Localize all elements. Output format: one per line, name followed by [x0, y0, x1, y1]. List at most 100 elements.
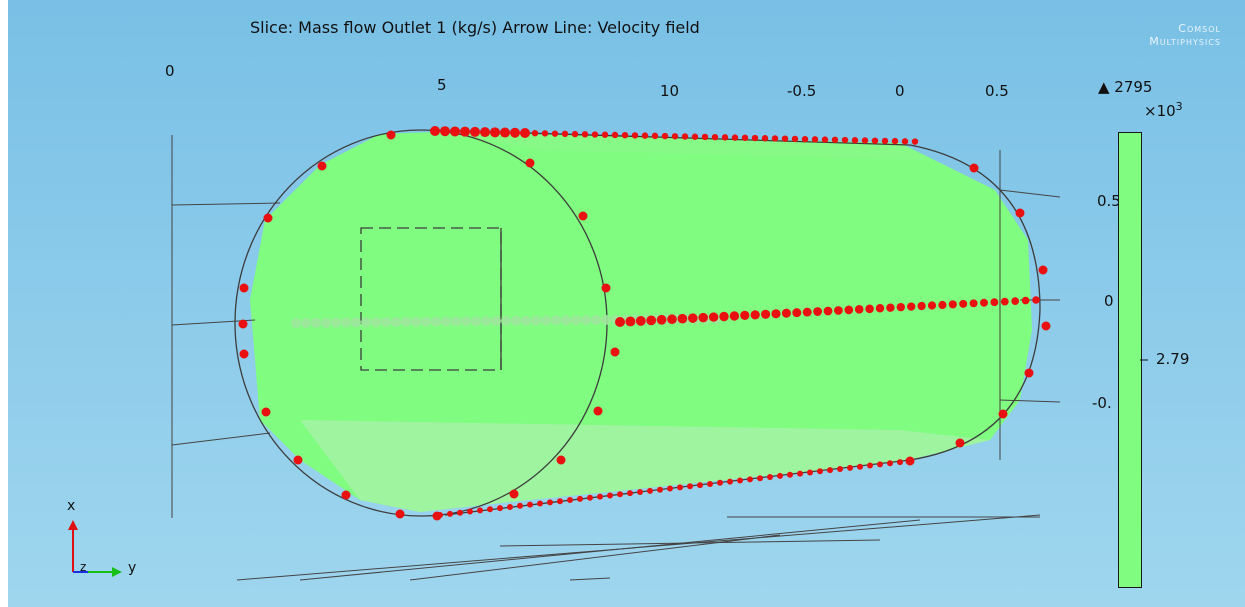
faint-arrow	[361, 317, 371, 328]
triad-z-label: z	[80, 560, 87, 574]
velocity-arrow	[571, 130, 579, 138]
velocity-arrow	[607, 492, 613, 499]
faint-arrow	[401, 316, 411, 327]
velocity-arrow	[601, 131, 609, 138]
velocity-arrow	[687, 483, 693, 490]
velocity-arrow	[802, 307, 812, 317]
velocity-arrow	[891, 137, 899, 145]
velocity-arrow	[801, 135, 809, 143]
velocity-arrow	[239, 349, 249, 359]
velocity-arrow	[886, 303, 895, 312]
faint-arrow	[291, 318, 301, 328]
velocity-arrow	[487, 506, 493, 513]
faint-arrow	[381, 317, 391, 328]
velocity-arrow	[771, 309, 781, 319]
velocity-arrow	[747, 476, 753, 483]
velocity-arrow	[1038, 265, 1048, 275]
velocity-arrow	[896, 302, 905, 312]
velocity-arrow	[646, 315, 657, 326]
colorbar-scale-base: ×10	[1144, 102, 1176, 120]
velocity-arrow	[1011, 297, 1020, 305]
velocity-arrow	[641, 132, 649, 139]
velocity-arrow	[447, 510, 453, 517]
velocity-arrow	[593, 406, 603, 416]
velocity-arrow	[667, 314, 677, 325]
velocity-arrow	[657, 486, 663, 493]
velocity-arrow	[238, 319, 248, 329]
velocity-arrow	[698, 312, 708, 323]
velocity-arrow	[671, 133, 679, 140]
velocity-arrow	[959, 299, 968, 308]
velocity-arrow	[719, 311, 729, 322]
velocity-arrow	[721, 134, 729, 141]
velocity-arrow	[897, 459, 903, 466]
velocity-arrow	[480, 127, 490, 138]
triad-y-label: y	[128, 560, 137, 576]
velocity-arrow	[817, 468, 823, 475]
velocity-arrow	[727, 478, 733, 485]
velocity-arrow	[771, 135, 779, 142]
top-axis-tick: 10	[660, 82, 680, 100]
velocity-arrow	[821, 136, 829, 143]
velocity-arrow	[615, 317, 625, 327]
velocity-arrow	[831, 136, 839, 143]
velocity-arrow	[881, 137, 889, 145]
velocity-arrow	[261, 407, 271, 417]
velocity-arrow	[525, 158, 535, 168]
velocity-arrow	[395, 509, 405, 519]
velocity-arrow	[708, 312, 719, 322]
velocity-arrow	[791, 135, 799, 143]
velocity-arrow	[1024, 368, 1034, 378]
velocity-arrow	[757, 475, 763, 482]
velocity-arrow	[651, 132, 659, 140]
right-axis-tick: 0.5	[1097, 192, 1121, 210]
velocity-arrow	[792, 308, 802, 318]
velocity-arrow	[656, 314, 667, 325]
velocity-arrow	[998, 409, 1008, 419]
velocity-arrow	[841, 136, 849, 144]
faint-arrow	[491, 316, 501, 326]
velocity-arrow	[557, 498, 563, 505]
velocity-arrow	[611, 131, 619, 139]
faint-arrow	[321, 317, 331, 328]
velocity-arrow	[927, 301, 937, 310]
velocity-arrow	[781, 135, 789, 142]
velocity-arrow	[787, 471, 793, 478]
velocity-arrow	[467, 508, 473, 515]
velocity-arrow	[621, 131, 629, 139]
velocity-arrow	[567, 497, 573, 504]
velocity-arrow	[969, 299, 978, 308]
colorbar-max-label: ▲ 2795	[1098, 78, 1153, 96]
velocity-arrow	[701, 133, 709, 141]
top-axis-tick: 0	[895, 82, 905, 100]
faint-arrow	[411, 316, 421, 327]
velocity-arrow	[625, 316, 636, 327]
triad-arrows	[68, 520, 122, 577]
faint-arrow	[471, 316, 481, 327]
velocity-arrow	[587, 494, 593, 501]
velocity-arrow	[677, 484, 683, 491]
velocity-arrow	[837, 466, 843, 472]
velocity-arrows	[238, 126, 1051, 521]
velocity-arrow	[797, 470, 803, 477]
velocity-arrow	[1021, 296, 1030, 305]
velocity-arrow	[440, 126, 450, 137]
velocity-arrow	[867, 462, 873, 469]
velocity-arrow	[707, 480, 713, 487]
velocity-arrow	[1032, 296, 1040, 304]
velocity-arrow	[577, 495, 583, 502]
velocity-arrow	[717, 479, 723, 486]
velocity-arrow	[980, 298, 988, 307]
colorbar-scale-exponent: 3	[1175, 100, 1183, 113]
colorbar-value-label: 2.79	[1156, 350, 1190, 368]
faint-arrow	[601, 314, 611, 325]
velocity-arrow	[1000, 297, 1009, 306]
velocity-arrow	[711, 133, 719, 141]
velocity-arrow	[827, 467, 833, 474]
velocity-arrow	[617, 491, 623, 498]
velocity-arrow	[807, 469, 813, 476]
velocity-arrow	[875, 304, 885, 313]
faint-arrow	[581, 315, 591, 326]
